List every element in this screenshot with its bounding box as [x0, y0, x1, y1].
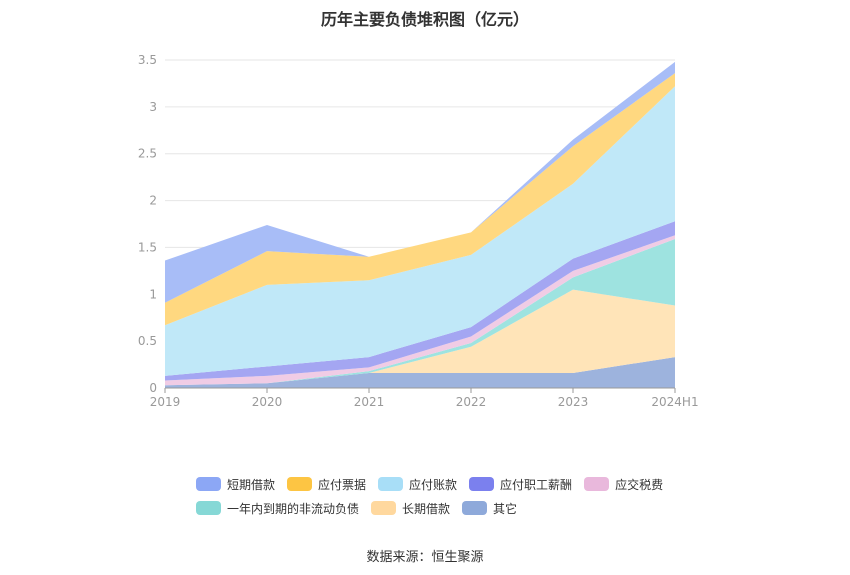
- legend-label: 应付账款: [409, 477, 458, 492]
- y-tick-label: 0: [149, 381, 157, 395]
- legend-item-taxes-payable[interactable]: 应交税费: [584, 476, 663, 493]
- legend-label: 应付票据: [318, 477, 367, 492]
- area-series-6[interactable]: [165, 73, 675, 326]
- legend-row-1: 短期借款 应付票据 应付账款 应付职工薪酬 应交税费: [196, 472, 716, 496]
- x-tick-label: 2024H1: [651, 395, 698, 409]
- y-tick-label: 2.5: [138, 147, 157, 161]
- legend-swatch: [378, 477, 404, 491]
- legend-item-notes-payable[interactable]: 应付票据: [287, 476, 366, 493]
- x-tick-label: 2022: [456, 395, 487, 409]
- y-tick-label: 1: [149, 287, 157, 301]
- legend-item-payroll-payable[interactable]: 应付职工薪酬: [469, 476, 572, 493]
- area-series-5[interactable]: [165, 86, 675, 376]
- legend-swatch: [287, 477, 313, 491]
- area-series-7[interactable]: [165, 61, 675, 303]
- legend-swatch: [196, 501, 221, 515]
- legend-item-other[interactable]: 其它: [462, 500, 517, 517]
- y-tick-label: 0.5: [138, 334, 157, 348]
- axis-layer: 0 0.5 1 1.5 2 2.5 3 3.5 2019 2020 2021 2022 2023 2024…: [138, 53, 699, 409]
- chart-title: 历年主要负债堆积图（亿元）: [320, 10, 529, 29]
- legend-swatch: [371, 501, 397, 515]
- legend-item-long-term-loans[interactable]: 长期借款: [371, 500, 450, 517]
- y-tick-label: 2: [149, 194, 157, 208]
- legend-swatch: [196, 477, 221, 491]
- area-series-1[interactable]: [165, 289, 675, 386]
- legend-label: 应付职工薪酬: [500, 477, 573, 492]
- legend-label: 应交税费: [615, 477, 664, 492]
- legend-swatch: [462, 501, 488, 515]
- area-series-0[interactable]: [165, 357, 675, 388]
- area-series-4[interactable]: [165, 221, 675, 381]
- legend-label: 短期借款: [227, 477, 276, 492]
- y-tick-label: 1.5: [138, 240, 157, 254]
- legend-label: 一年内到期的非流动负债: [227, 501, 360, 516]
- legend-row-2: 一年内到期的非流动负债 长期借款 其它: [196, 496, 716, 520]
- y-tick-label: 3.5: [138, 53, 157, 67]
- legend-item-current-noncurrent-liabilities[interactable]: 一年内到期的非流动负债: [196, 500, 359, 517]
- legend-label: 其它: [493, 501, 518, 516]
- legend-swatch: [584, 477, 610, 491]
- legend-swatch: [469, 477, 495, 491]
- x-tick-label: 2021: [354, 395, 385, 409]
- area-series-3[interactable]: [165, 235, 675, 386]
- area-series-layer: [165, 61, 675, 388]
- legend-label: 长期借款: [402, 501, 451, 516]
- y-tick-label: 3: [149, 100, 157, 114]
- x-tick-label: 2023: [558, 395, 589, 409]
- legend: 短期借款 应付票据 应付账款 应付职工薪酬 应交税费 一年内到期的非流动负债 长…: [196, 472, 716, 520]
- legend-item-short-term-loans[interactable]: 短期借款: [196, 476, 275, 493]
- x-tick-label: 2020: [252, 395, 283, 409]
- x-tick-label: 2019: [150, 395, 181, 409]
- data-source: 数据来源：恒生聚源: [366, 550, 484, 565]
- legend-item-accounts-payable[interactable]: 应付账款: [378, 476, 457, 493]
